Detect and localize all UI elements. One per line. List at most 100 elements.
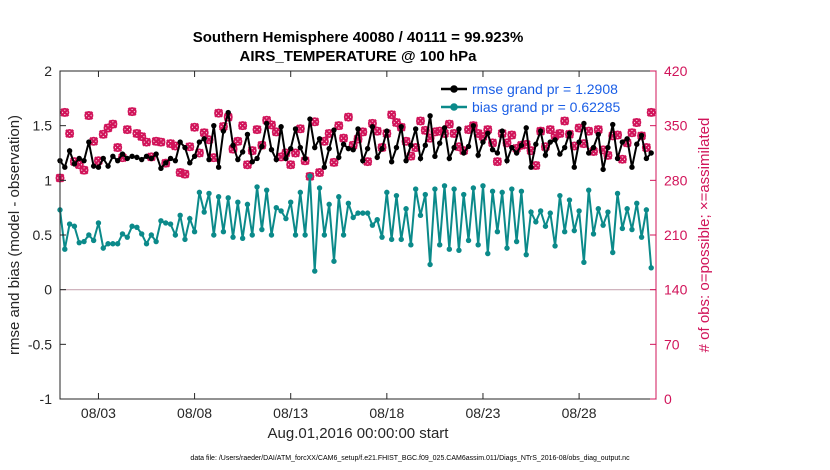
bias-point	[105, 241, 111, 247]
rmse-point	[76, 155, 82, 162]
bias-point	[379, 234, 385, 240]
bias-point	[465, 237, 472, 244]
rmse-point	[451, 144, 457, 151]
bias-point	[581, 259, 587, 266]
obs-possible-marker	[286, 160, 296, 170]
bias-point	[114, 241, 121, 247]
rmse-point	[321, 164, 328, 170]
obs-assimilated-marker	[286, 160, 296, 170]
obs-assimilated-marker	[238, 121, 248, 131]
bias-point	[148, 232, 155, 238]
y-tick-label: 0.5	[33, 227, 53, 243]
obs-assimilated-marker	[190, 122, 199, 132]
rmse-point	[90, 163, 97, 169]
obs-assimilated-marker	[291, 148, 300, 158]
bias-point	[576, 208, 582, 214]
bias-point	[350, 214, 356, 221]
obs-assimilated-marker	[329, 157, 339, 167]
rmse-point	[288, 145, 294, 152]
rmse-point	[345, 145, 352, 152]
rmse-point	[456, 126, 462, 132]
rmse-point	[119, 151, 126, 157]
rmse-point	[336, 154, 342, 161]
rmse-point	[360, 157, 366, 164]
bias-point	[364, 210, 371, 216]
rmse-point	[331, 127, 337, 133]
bias-point	[95, 220, 102, 226]
obs-possible-marker	[343, 112, 353, 122]
obs-possible-marker	[646, 107, 656, 117]
rmse-point	[619, 139, 626, 145]
x-axis-ticks: 08/03 08/08 08/13 08/18 08/23 08/28	[81, 71, 597, 421]
rmse-point	[566, 130, 573, 137]
bias-point	[528, 209, 534, 215]
obs-possible-marker	[315, 168, 325, 178]
obs-assimilated-marker	[166, 139, 175, 149]
obs-possible-marker	[560, 116, 570, 126]
rmse-point	[254, 155, 260, 162]
obs-possible-marker	[137, 132, 147, 142]
rmse-point	[86, 139, 92, 145]
obs-assimilated-marker	[185, 142, 195, 152]
rmse-point	[412, 126, 419, 132]
rmse-point	[470, 122, 477, 129]
bias-point	[595, 206, 602, 212]
bias-point	[619, 225, 626, 232]
rmse-point	[557, 151, 563, 157]
bias-point	[196, 189, 203, 196]
rmse-point	[465, 143, 472, 150]
bias-point	[259, 226, 265, 233]
bias-point	[100, 245, 106, 251]
rmse-point	[437, 140, 443, 146]
rmse-point	[504, 157, 510, 164]
rmse-point	[81, 157, 87, 164]
bias-point	[547, 210, 553, 216]
rmse-point	[62, 164, 68, 170]
bias-line	[59, 175, 653, 272]
bias-point	[566, 197, 573, 203]
obs-possible-marker	[641, 143, 651, 153]
rmse-point	[340, 141, 347, 147]
rmse-point	[624, 136, 630, 142]
bias-point	[191, 229, 198, 235]
obs-possible-marker	[555, 128, 565, 138]
rmse-point	[571, 164, 577, 170]
rmse-point	[547, 139, 553, 145]
rmse-point	[273, 156, 279, 163]
obs-possible-marker	[180, 169, 190, 179]
x-tick-label: 08/18	[369, 405, 404, 421]
rmse-point	[312, 144, 318, 151]
bias-point	[374, 216, 380, 223]
bias-point	[571, 227, 577, 234]
bias-point	[172, 232, 179, 238]
bias-point	[273, 204, 279, 211]
obs-possible-marker	[545, 125, 555, 135]
bias-point	[557, 192, 563, 199]
rmse-point	[259, 143, 265, 150]
bias-point	[331, 258, 337, 264]
rmse-point	[211, 122, 217, 129]
obs-assimilated-marker	[493, 157, 502, 166]
rmse-point	[643, 155, 650, 162]
rmse-point	[552, 137, 558, 143]
rmse-point	[494, 150, 501, 156]
rmse-point	[215, 164, 222, 170]
rmse-point	[403, 157, 409, 164]
bias-point	[485, 250, 491, 257]
right-y-axis-ticks: 0 70 140 210 280 350 420	[650, 63, 688, 407]
bias-point	[124, 234, 130, 240]
obs-assimilated-marker	[507, 130, 517, 140]
obs-possible-marker	[214, 108, 224, 118]
obs-assimilated-marker	[295, 124, 305, 134]
rmse-point	[220, 128, 227, 134]
obs-assimilated-marker	[550, 131, 560, 141]
rmse-point	[388, 159, 395, 165]
bias-point	[355, 210, 361, 216]
rmse-point	[384, 128, 390, 134]
rmse-point	[600, 166, 606, 173]
bias-point	[586, 187, 592, 193]
rmse-point	[167, 155, 174, 162]
bias-point	[417, 212, 424, 219]
obs-possible-marker	[156, 137, 166, 147]
